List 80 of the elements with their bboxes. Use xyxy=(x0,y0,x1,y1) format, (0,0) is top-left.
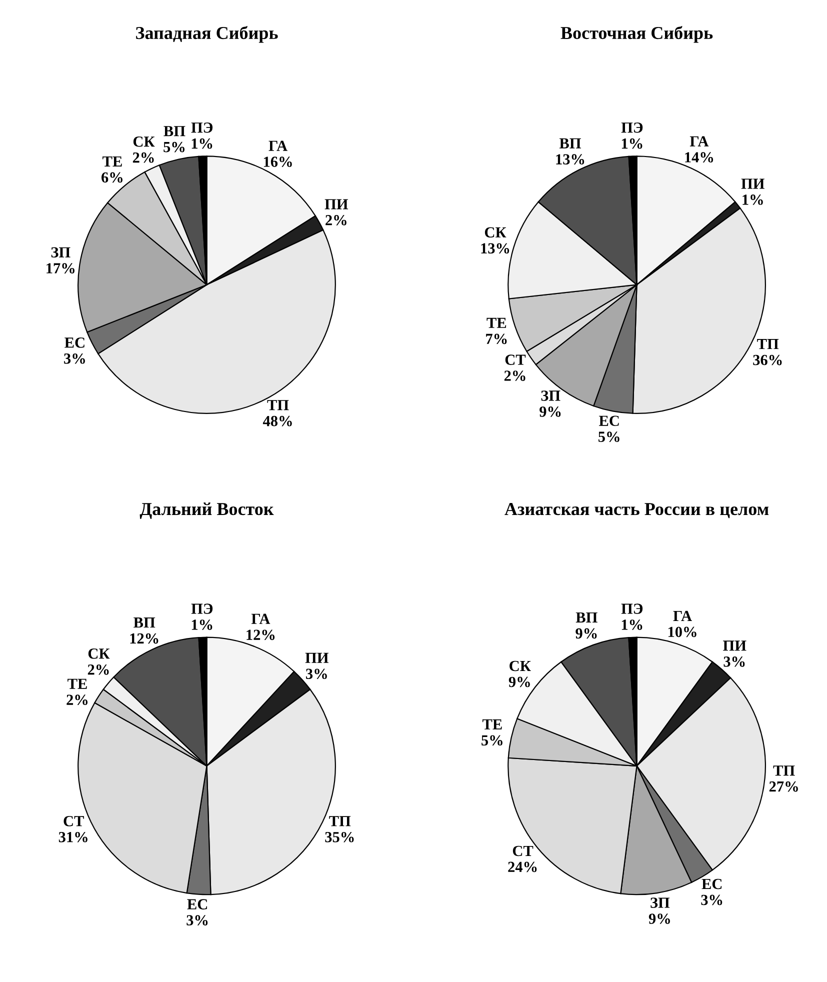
slice-label: ТЕ xyxy=(482,719,502,730)
data-label: 27% xyxy=(769,781,798,792)
data-label: 2% xyxy=(326,215,346,226)
data-label: 2% xyxy=(88,664,109,675)
slice-label: ЕС xyxy=(64,338,84,348)
data-label: 3% xyxy=(724,656,745,667)
data-label: 3% xyxy=(186,915,208,926)
data-label: 3% xyxy=(306,668,327,680)
data-label: 6% xyxy=(102,172,122,183)
slice-label: ПИ xyxy=(324,199,348,210)
slice-label: СТ xyxy=(512,846,534,856)
data-label: 1% xyxy=(192,620,212,630)
slice-label: СК xyxy=(88,648,110,659)
data-label: 35% xyxy=(325,832,354,842)
slice-label: ТЕ xyxy=(102,156,122,166)
chart-title: Западная Сибирь xyxy=(136,26,278,43)
slice-label: ТЕ xyxy=(68,678,87,689)
data-label: 1% xyxy=(192,138,212,149)
slice-label: ТЕ xyxy=(486,318,506,328)
data-label: 10% xyxy=(668,626,696,638)
slice-label: ПЭ xyxy=(621,604,643,614)
data-label: 13% xyxy=(481,243,510,254)
slice-label: ПИ xyxy=(305,652,329,663)
data-label: 5% xyxy=(164,142,185,152)
slice-label: ЗП xyxy=(51,247,70,258)
slice-label: ЕС xyxy=(598,416,619,426)
data-label: 9% xyxy=(540,406,561,417)
slice-label: ЕС xyxy=(187,899,207,910)
data-label: 17% xyxy=(46,263,74,274)
chart-title: Азиатская часть России в целом xyxy=(504,503,769,518)
slice-label: ГА xyxy=(690,136,709,146)
slice-label: ПИ xyxy=(741,178,764,189)
data-label: 9% xyxy=(648,914,670,924)
data-label: 24% xyxy=(508,862,537,872)
slice-label: СТ xyxy=(64,816,84,826)
data-label: 1% xyxy=(622,620,642,630)
slice-label: ПЭ xyxy=(621,122,643,133)
chart-title: Восточная Сибирь xyxy=(560,26,713,43)
slice-label: ПЭ xyxy=(191,604,213,614)
slice-label: ГА xyxy=(268,140,288,151)
data-label: 14% xyxy=(685,152,714,163)
slice-label: ЗП xyxy=(541,390,560,401)
data-label: 16% xyxy=(264,156,292,167)
slice-label: ЕС xyxy=(702,878,722,890)
slice-label: ВП xyxy=(134,618,156,628)
data-label: 2% xyxy=(66,694,88,706)
slice-label: ГА xyxy=(673,610,692,621)
data-label: 3% xyxy=(64,353,85,364)
data-label: 12% xyxy=(130,633,158,644)
data-label: 36% xyxy=(753,354,782,366)
slice-label: ПЭ xyxy=(191,122,213,133)
data-label: 9% xyxy=(508,676,530,688)
slice-label: СК xyxy=(133,136,155,147)
slice-label: ТП xyxy=(757,339,779,350)
slice-label: СК xyxy=(510,660,531,672)
data-label: 48% xyxy=(262,416,292,426)
data-label: 31% xyxy=(58,832,88,842)
data-label: 1% xyxy=(622,138,642,149)
data-label: 1% xyxy=(742,194,763,205)
slice-label: ВП xyxy=(164,126,186,136)
slice-label: ТП xyxy=(267,400,289,410)
data-label: 2% xyxy=(504,370,526,381)
data-label: 9% xyxy=(576,628,597,639)
data-label: 5% xyxy=(598,432,620,442)
slice-label: ТП xyxy=(329,816,351,826)
slice-label: СТ xyxy=(505,354,526,365)
slice-label: ПИ xyxy=(723,640,746,651)
data-label: 12% xyxy=(246,630,275,640)
data-label: 3% xyxy=(701,894,722,906)
slice-label: ВП xyxy=(559,138,581,148)
data-label: 13% xyxy=(556,154,584,165)
data-label: 5% xyxy=(482,735,502,746)
slice-label: ТП xyxy=(773,766,795,776)
data-label: 7% xyxy=(486,334,507,344)
slice-label: СК xyxy=(484,227,506,238)
slice-label: ГА xyxy=(251,614,270,624)
data-label: 2% xyxy=(132,152,154,163)
slice-label: ЗП xyxy=(650,898,670,908)
slice-label: ВП xyxy=(576,612,598,622)
chart-title: Дальний Восток xyxy=(140,502,274,519)
